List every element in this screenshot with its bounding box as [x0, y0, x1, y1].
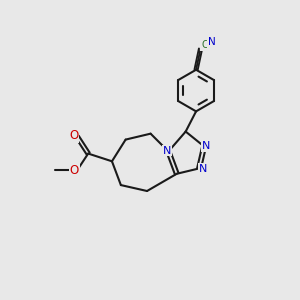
Text: O: O: [69, 129, 78, 142]
Text: O: O: [70, 164, 79, 177]
Text: N: N: [201, 141, 210, 151]
Text: N: N: [163, 146, 171, 156]
Text: N: N: [208, 37, 216, 47]
Text: C: C: [201, 40, 208, 50]
Text: N: N: [198, 164, 207, 174]
